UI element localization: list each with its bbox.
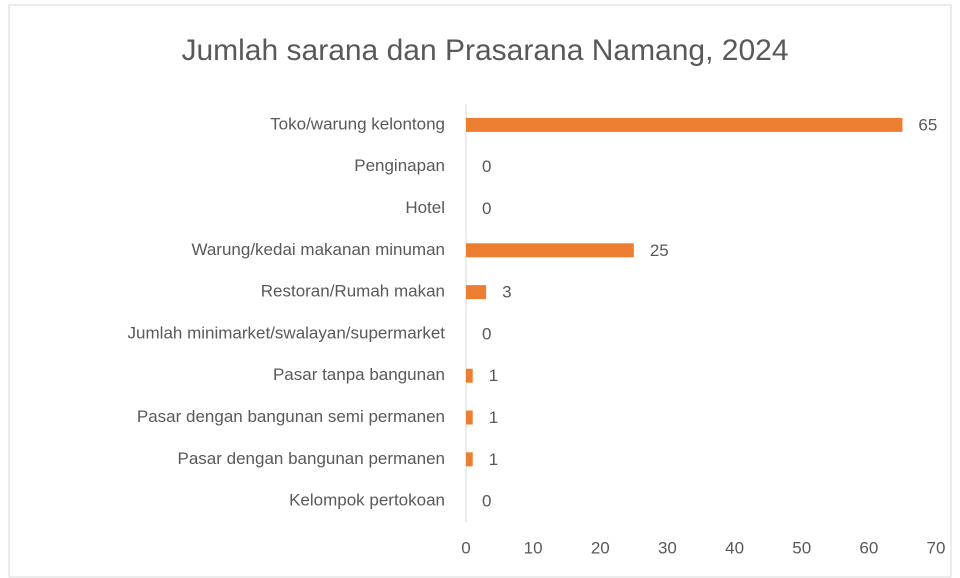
- x-tick-label: 10: [524, 538, 543, 557]
- y-tick-label: Hotel: [405, 198, 445, 217]
- y-tick-label: Toko/warung kelontong: [270, 114, 445, 133]
- chart-title: Jumlah sarana dan Prasarana Namang, 2024: [181, 34, 788, 67]
- data-label: 65: [918, 115, 937, 134]
- bar: [466, 285, 487, 300]
- x-tick-label: 20: [591, 538, 610, 557]
- y-tick-label: Pasar dengan bangunan semi permanen: [137, 407, 445, 426]
- y-tick-label: Kelompok pertokoan: [289, 491, 445, 510]
- data-label: 0: [482, 324, 491, 343]
- y-tick-label: Pasar tanpa bangunan: [273, 365, 445, 384]
- y-tick-label: Pasar dengan bangunan permanen: [178, 449, 446, 468]
- bar: [466, 452, 473, 467]
- x-tick-label: 60: [859, 538, 878, 557]
- bar: [466, 117, 903, 132]
- x-tick-label: 30: [658, 538, 677, 557]
- bar: [466, 410, 473, 425]
- y-tick-label: Penginapan: [354, 156, 445, 175]
- x-tick-label: 70: [927, 538, 946, 557]
- y-tick-label: Jumlah minimarket/swalayan/supermarket: [128, 323, 446, 342]
- data-label: 3: [502, 283, 511, 302]
- data-label: 1: [489, 450, 498, 469]
- data-label: 1: [489, 408, 498, 427]
- data-label: 0: [482, 492, 491, 511]
- y-tick-label: Restoran/Rumah makan: [261, 282, 445, 301]
- data-label: 1: [489, 366, 498, 385]
- x-tick-label: 50: [792, 538, 811, 557]
- x-tick-label: 40: [725, 538, 744, 557]
- data-label: 25: [650, 241, 669, 260]
- x-tick-label: 0: [461, 538, 470, 557]
- bar: [466, 368, 473, 383]
- data-label: 0: [482, 199, 491, 218]
- data-label: 0: [482, 157, 491, 176]
- bar: [466, 243, 634, 258]
- y-tick-label: Warung/kedai makanan minuman: [191, 240, 445, 259]
